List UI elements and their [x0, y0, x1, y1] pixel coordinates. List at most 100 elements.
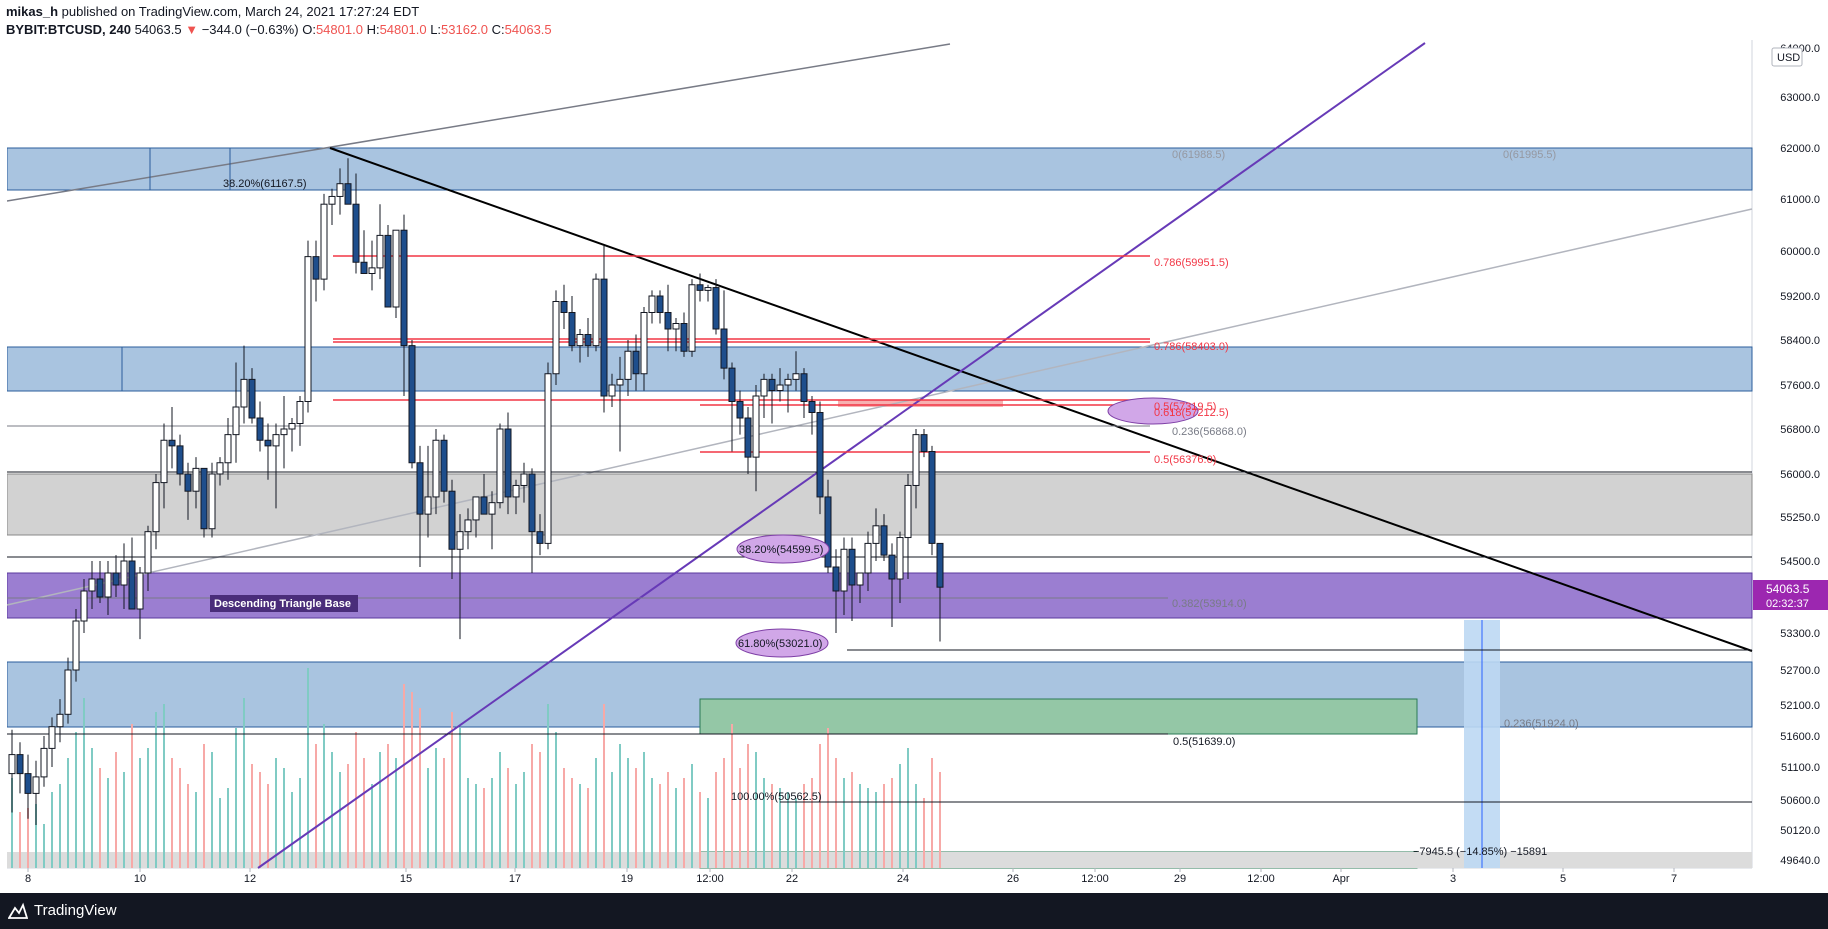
- candle-body: [40, 747, 48, 778]
- publisher-name[interactable]: mikas_h: [6, 4, 59, 19]
- candle-body: [848, 548, 856, 586]
- chart-header: mikas_h published on TradingView.com, Ma…: [0, 0, 1828, 40]
- candle-body: [304, 256, 312, 402]
- volume-bar: [827, 728, 829, 868]
- volume-bar: [939, 772, 941, 868]
- volume-bar: [235, 728, 237, 868]
- volume-bar: [835, 758, 837, 868]
- triangle-label: Descending Triangle Base: [214, 598, 351, 610]
- fib-overlap-zone: [838, 400, 1003, 407]
- tradingview-logo-icon[interactable]: [8, 902, 28, 920]
- candle-body: [112, 572, 120, 586]
- candle-body: [360, 261, 368, 274]
- volume-bar: [795, 798, 797, 868]
- candle-body: [280, 428, 288, 436]
- volume-bar: [403, 684, 405, 868]
- candle-body: [296, 401, 304, 424]
- volume-bar: [427, 768, 429, 868]
- volume-bar: [923, 798, 925, 868]
- volume-bar: [371, 784, 373, 868]
- volume-bar: [811, 778, 813, 868]
- volume-bar: [891, 778, 893, 868]
- candle-body: [176, 445, 184, 475]
- volume-bar: [251, 764, 253, 868]
- price-tick-label: 54500.0: [1780, 556, 1820, 568]
- candle-body: [88, 578, 96, 592]
- symbol-label[interactable]: BYBIT:BTCUSD, 240: [6, 22, 131, 37]
- footer-bar: TradingView: [0, 893, 1828, 929]
- fib-6180-label: 61.80%(53021.0): [738, 638, 822, 650]
- volume-bar: [51, 792, 53, 868]
- currency-label: USD: [1777, 52, 1800, 64]
- candle-body: [416, 462, 424, 515]
- candle-body: [912, 434, 920, 486]
- candle-body: [312, 256, 320, 280]
- volume-bar: [571, 778, 573, 868]
- candle-body: [584, 334, 592, 347]
- candle-body: [808, 401, 816, 413]
- volume-bar: [875, 792, 877, 868]
- candle-body: [288, 423, 296, 430]
- candle-body: [856, 572, 864, 586]
- price-tick-label: 51600.0: [1780, 731, 1820, 743]
- candle-body: [144, 531, 152, 574]
- volume-bar: [291, 792, 293, 868]
- fib-236-label: 0.236(56868.0): [1172, 426, 1247, 438]
- candle-body: [640, 312, 648, 375]
- volume-bar: [459, 728, 461, 868]
- fib-236-low-label: 0.236(51924.0): [1504, 718, 1579, 730]
- volume-bar: [59, 784, 61, 868]
- volume-bar: [539, 752, 541, 868]
- volume-bar: [91, 748, 93, 868]
- time-tick-label: 24: [897, 873, 909, 885]
- low-value: 53162.0: [441, 22, 489, 37]
- candle-body: [904, 484, 912, 539]
- fib-618-ellipse: [1107, 397, 1199, 425]
- volume-bar: [171, 758, 173, 868]
- price-tick-label: 61000.0: [1780, 194, 1820, 206]
- candle-body: [328, 195, 336, 205]
- candle-body: [448, 490, 456, 550]
- grey-zone: [6, 473, 1753, 536]
- volume-bar: [179, 768, 181, 868]
- candle-body: [728, 367, 736, 402]
- price-tick-label: 56000.0: [1780, 469, 1820, 481]
- candle-body: [696, 284, 704, 291]
- candle-body: [352, 203, 360, 263]
- volume-bar: [355, 732, 357, 868]
- time-axis[interactable]: 8 10 12 15 17 19 12:00 22 24 26 12:00 29 12:00 Apr 3 5 7: [25, 868, 1677, 885]
- volume-bar: [259, 772, 261, 868]
- candle-body: [480, 496, 488, 515]
- candle-body: [864, 542, 872, 574]
- candle-body: [768, 378, 776, 391]
- fib-zero-a-label: 0(61988.5): [1172, 149, 1225, 161]
- resistance-zone-mid: [6, 346, 1753, 392]
- candle-body: [816, 412, 824, 498]
- fib-zero-b-label: 0(61995.5): [1503, 149, 1556, 161]
- volume-bar: [867, 788, 869, 868]
- volume-bar: [651, 778, 653, 868]
- brand-label[interactable]: TradingView: [34, 902, 117, 919]
- price-tick-label: 52700.0: [1780, 665, 1820, 677]
- left-frame: [0, 40, 7, 893]
- fib-3820-ellipse: [736, 534, 830, 564]
- candle-body: [240, 378, 248, 408]
- fib-618-label: 0.618(57212.5): [1154, 407, 1229, 419]
- fib-786-label: 0.786(59951.5): [1154, 257, 1229, 269]
- volume-bar: [491, 778, 493, 868]
- time-tick-label: 5: [1560, 873, 1566, 885]
- candle-body: [160, 439, 168, 484]
- volume-bar: [283, 768, 285, 868]
- candle-body: [544, 373, 552, 544]
- candle-body: [880, 525, 888, 556]
- volume-bar: [99, 768, 101, 868]
- volume-bar: [739, 768, 741, 868]
- volume-bar: [267, 784, 269, 868]
- close-label: C:: [491, 22, 505, 37]
- resistance-zone-top: [6, 147, 1753, 191]
- volume-bar: [611, 772, 613, 868]
- candle-body: [872, 525, 880, 544]
- volume-bar: [131, 724, 133, 868]
- volume-bar: [35, 804, 37, 868]
